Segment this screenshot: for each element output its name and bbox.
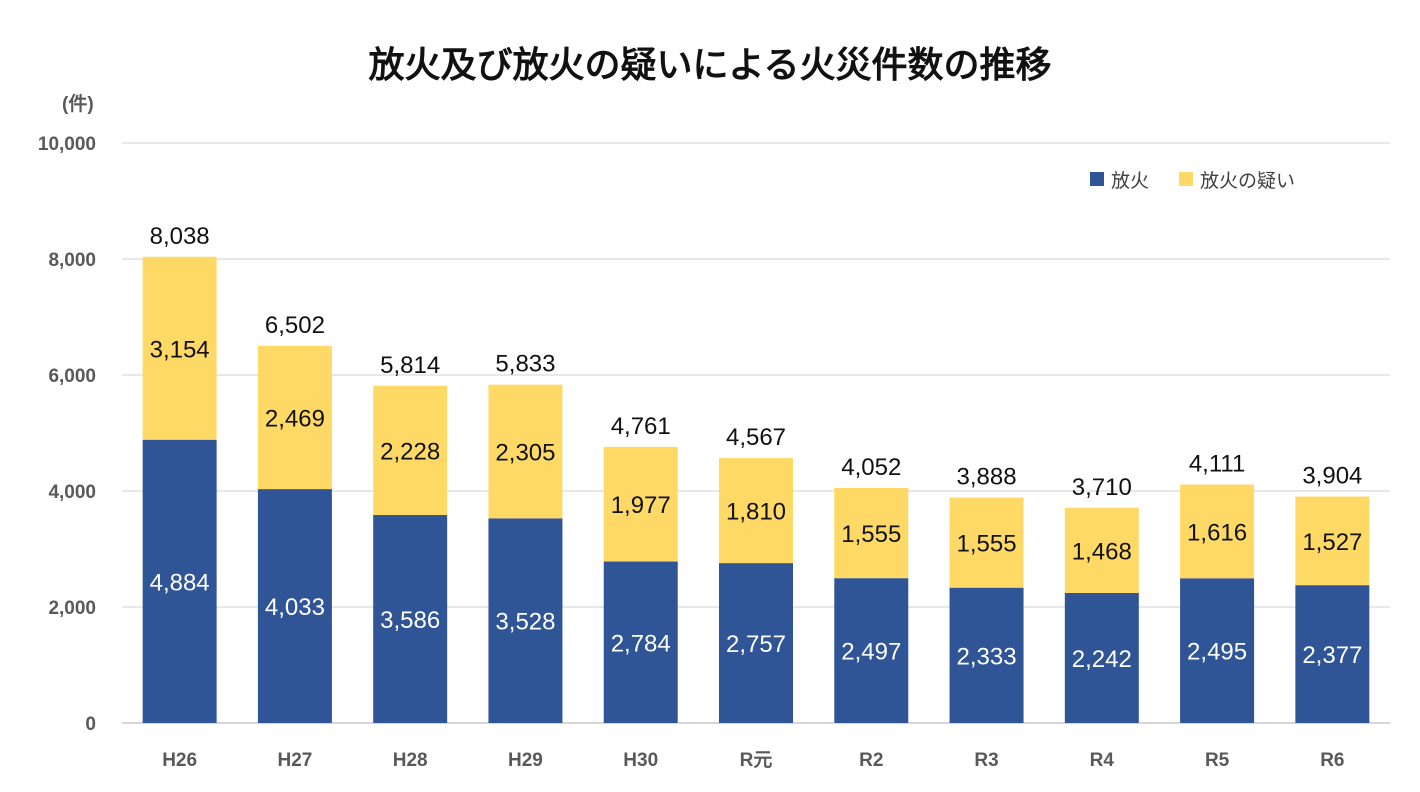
data-label: 2,305 (495, 440, 555, 467)
total-label: 4,761 (611, 413, 671, 440)
bar-segment (834, 487, 909, 579)
data-label: 3,154 (150, 336, 210, 363)
bar-segment (142, 256, 217, 440)
legend-label: 放火 (1111, 170, 1149, 192)
total-label: 4,567 (726, 424, 786, 451)
bar-segment (142, 439, 217, 723)
data-label: 2,228 (380, 438, 440, 465)
x-tick-label: H28 (393, 750, 428, 771)
data-label: 4,884 (150, 569, 210, 596)
total-label: 5,833 (495, 351, 555, 378)
total-label: 4,111 (1189, 451, 1246, 478)
data-label: 1,555 (841, 521, 901, 548)
bar-segment (834, 578, 909, 723)
bar-segment (257, 489, 332, 723)
data-label: 2,377 (1302, 642, 1362, 669)
y-tick-label: 4,000 (48, 482, 96, 503)
total-label: 3,904 (1302, 463, 1362, 490)
x-tick-label: R5 (1205, 750, 1230, 771)
total-label: 3,888 (957, 463, 1017, 490)
x-tick-label: H30 (623, 750, 658, 771)
bar-segment (719, 563, 793, 723)
y-axis-label: (件) (62, 92, 94, 115)
data-label: 2,469 (265, 405, 325, 432)
data-label: 2,495 (1187, 639, 1247, 666)
x-tick-label: R4 (1090, 750, 1115, 771)
data-label: 3,528 (495, 609, 555, 636)
bar-segment (1295, 496, 1370, 586)
bar-segment (373, 515, 448, 723)
bar-segment (719, 458, 793, 564)
total-label: 6,502 (265, 312, 325, 339)
x-tick-label: R2 (859, 750, 883, 771)
data-label: 2,497 (841, 639, 901, 666)
data-label: 1,810 (726, 499, 786, 526)
data-label: 2,333 (957, 643, 1017, 670)
bar-segment (373, 385, 448, 516)
y-tick-label: 8,000 (48, 250, 96, 271)
data-label: 2,242 (1072, 646, 1132, 673)
x-tick-label: H26 (162, 750, 197, 771)
data-label: 2,784 (611, 630, 671, 657)
bar-segment (603, 446, 678, 562)
data-label: 1,527 (1302, 529, 1362, 556)
bar-segment (257, 345, 332, 490)
data-label: 1,977 (611, 492, 671, 519)
chart-title: 放火及び放火の疑いによる火災件数の推移 (368, 45, 1052, 86)
bar-segment (949, 587, 1024, 723)
y-tick-label: 0 (85, 714, 96, 735)
bar-segment (488, 518, 563, 723)
data-label: 1,555 (957, 531, 1017, 558)
x-tick-label: H27 (277, 750, 312, 771)
bar-segment (1180, 484, 1255, 579)
bar-segment (1295, 585, 1370, 723)
bar-segment (1180, 578, 1255, 723)
x-tick-label: R元 (740, 750, 773, 771)
bar-segment (949, 497, 1024, 588)
total-label: 8,038 (150, 223, 210, 250)
bar-segment (603, 561, 678, 723)
total-label: 4,052 (841, 454, 901, 481)
data-label: 1,468 (1072, 538, 1132, 565)
y-tick-label: 6,000 (48, 366, 96, 387)
legend-swatch (1179, 172, 1193, 186)
bar-segment (1064, 507, 1139, 593)
data-label: 1,616 (1187, 519, 1247, 546)
y-tick-label: 10,000 (38, 134, 96, 155)
data-label: 2,757 (726, 631, 786, 658)
legend-label: 放火の疑い (1200, 170, 1295, 192)
bar-segment (1064, 592, 1139, 723)
legend-swatch (1090, 172, 1104, 186)
y-tick-label: 2,000 (48, 598, 96, 619)
data-label: 4,033 (265, 594, 325, 621)
x-tick-label: R6 (1320, 750, 1344, 771)
x-tick-label: H29 (508, 750, 543, 771)
total-label: 3,710 (1072, 474, 1132, 501)
data-label: 3,586 (380, 607, 440, 634)
bar-segment (488, 384, 563, 519)
total-label: 5,814 (380, 352, 440, 379)
x-tick-label: R3 (974, 750, 998, 771)
